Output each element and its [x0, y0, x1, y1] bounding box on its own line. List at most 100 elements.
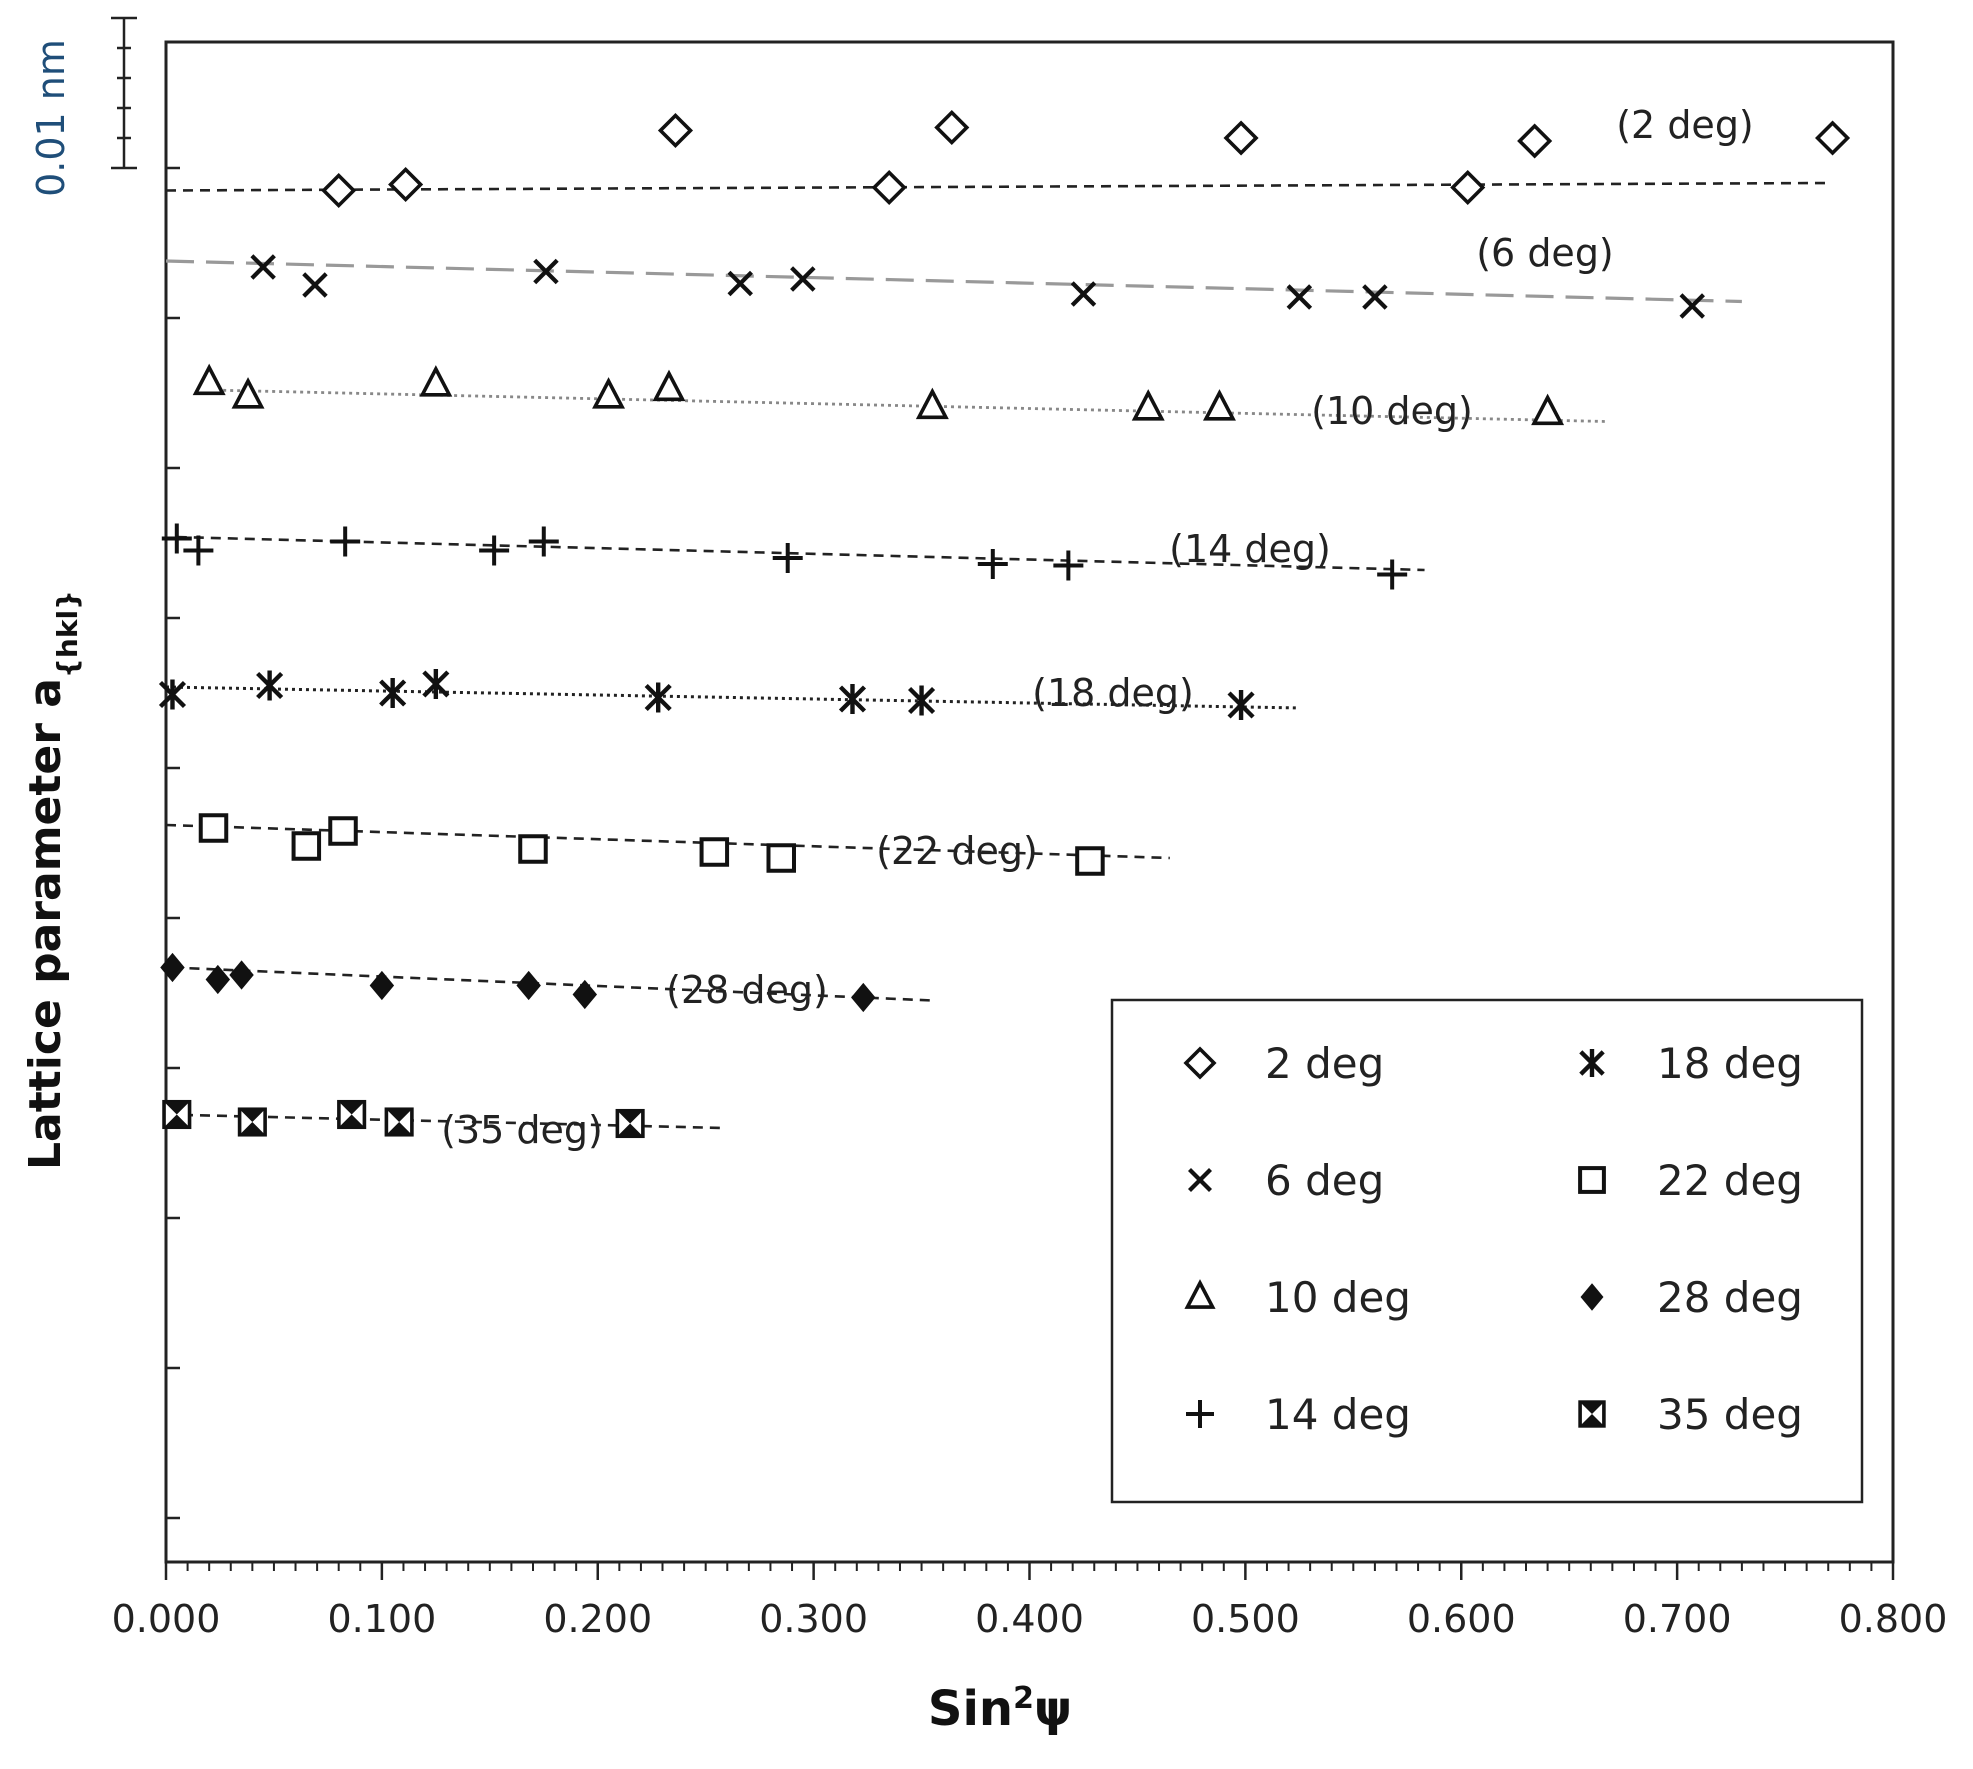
- marker-square: [328, 816, 358, 846]
- legend-label: 2 deg: [1265, 1039, 1384, 1088]
- data-point-6-deg: [727, 270, 753, 297]
- marker-diamond-filled: [572, 979, 598, 1010]
- marker-triangle: [592, 377, 626, 409]
- data-point-28-deg: [369, 970, 395, 1001]
- x-tick-label: 0.000: [112, 1597, 221, 1641]
- legend-label: 28 deg: [1657, 1273, 1803, 1322]
- data-point-18-deg: [1227, 690, 1255, 720]
- legend-marker: [1580, 1283, 1604, 1311]
- marker-diamond: [1450, 169, 1486, 206]
- marker-x-stroke: [1188, 1168, 1212, 1192]
- data-point-22-deg: [699, 837, 730, 867]
- data-point-14-deg: [183, 535, 214, 566]
- data-point-22-deg: [198, 813, 229, 843]
- marker-bowtie: [164, 1101, 190, 1115]
- x-axis-title: Sin2ψ: [928, 1681, 1072, 1738]
- x-tick-label: 0.500: [1191, 1597, 1300, 1641]
- marker-bowtie: [239, 1109, 266, 1122]
- marker-diamond-filled: [369, 970, 395, 1001]
- marker-diamond: [657, 112, 694, 149]
- marker-bowtie: [1580, 1414, 1604, 1426]
- data-point-28-deg: [572, 979, 598, 1010]
- data-point-18-deg: [908, 685, 936, 716]
- marker-x-stroke: [533, 258, 559, 285]
- marker-square: [1578, 1166, 1606, 1194]
- marker-x-stroke: [1070, 281, 1097, 307]
- data-point-6-deg: [1362, 284, 1388, 310]
- y-axis-title: Lattice parameter a{hkl}: [20, 590, 84, 1170]
- series-label: (28 deg): [666, 968, 828, 1012]
- marker-x-stroke: [250, 254, 276, 280]
- axes: 0.000 0.100 0.200 0.300 0.400 0.500 0.600 0.700…: [111, 16, 1948, 1641]
- data-point-6-deg: [533, 258, 559, 285]
- data-point-14-deg: [772, 543, 803, 573]
- marker-x-stroke: [302, 272, 328, 298]
- data-point-10-deg: [915, 387, 949, 420]
- marker-diamond: [1815, 120, 1851, 156]
- marker-bowtie: [164, 1114, 190, 1128]
- marker-diamond: [388, 166, 424, 203]
- marker-triangle: [1202, 389, 1236, 421]
- data-point-28-deg: [160, 952, 185, 983]
- x-tick-label: 0.300: [759, 1597, 868, 1641]
- legend-label: 6 deg: [1265, 1156, 1384, 1205]
- legend: 2 deg 6 deg 10 deg 14 deg 18 deg 22 deg 28 deg…: [1110, 998, 1864, 1504]
- data-point-14-deg: [528, 526, 559, 557]
- fit-line-2-deg: [165, 181, 1829, 192]
- data-point-22-deg: [328, 816, 358, 846]
- data-point-6-deg: [1286, 284, 1313, 310]
- marker-diamond: [1223, 120, 1259, 156]
- data-point-2-deg: [1815, 120, 1851, 156]
- data-point-35-deg: [384, 1107, 414, 1137]
- x-tick-label: 0.100: [327, 1597, 436, 1641]
- data-point-18-deg: [379, 678, 407, 708]
- marker-x-stroke: [1362, 284, 1388, 310]
- fit-line-14-deg: [176, 535, 1425, 572]
- data-point-28-deg: [516, 970, 541, 1001]
- marker-diamond-filled: [516, 970, 541, 1001]
- data-point-10-deg: [652, 369, 686, 402]
- marker-x-stroke: [727, 270, 753, 297]
- marker-diamond: [934, 109, 970, 146]
- series-label: (6 deg): [1476, 231, 1614, 275]
- marker-diamond-filled: [229, 960, 254, 990]
- data-points: [158, 109, 1851, 1139]
- data-point-2-deg: [657, 112, 694, 149]
- series-label: (18 deg): [1032, 671, 1194, 715]
- marker-bowtie: [386, 1122, 412, 1135]
- series-label: (10 deg): [1311, 389, 1473, 433]
- legend-marker: [1186, 1400, 1214, 1428]
- data-point-22-deg: [1075, 846, 1105, 876]
- data-point-35-deg: [162, 1099, 192, 1130]
- data-point-35-deg: [237, 1107, 267, 1137]
- data-point-2-deg: [388, 166, 424, 203]
- data-point-18-deg: [838, 684, 867, 714]
- data-point-18-deg: [158, 679, 187, 710]
- x-tick-label: 0.700: [1623, 1597, 1732, 1641]
- legend-label: 14 deg: [1265, 1390, 1411, 1439]
- marker-triangle: [1131, 389, 1165, 421]
- data-point-10-deg: [1202, 389, 1236, 421]
- data-point-22-deg: [766, 843, 796, 873]
- data-point-10-deg: [592, 377, 626, 409]
- data-point-2-deg: [1450, 169, 1486, 206]
- marker-bowtie: [239, 1122, 266, 1135]
- data-point-10-deg: [192, 363, 226, 396]
- legend-marker: [1578, 1166, 1606, 1194]
- marker-diamond: [1517, 123, 1553, 159]
- marker-x-stroke: [790, 266, 816, 292]
- marker-bowtie: [617, 1123, 643, 1137]
- marker-triangle: [192, 363, 226, 396]
- marker-bowtie: [1580, 1402, 1604, 1414]
- marker-diamond: [1183, 1046, 1217, 1080]
- legend-label: 10 deg: [1265, 1273, 1411, 1322]
- x-tick-label: 0.800: [1839, 1597, 1948, 1641]
- marker-diamond-filled: [205, 964, 231, 995]
- data-point-6-deg: [790, 266, 816, 292]
- marker-diamond: [321, 172, 357, 209]
- x-tick-label: 0.200: [543, 1597, 652, 1641]
- data-point-14-deg: [161, 523, 192, 554]
- fit-line-22-deg: [165, 823, 1170, 860]
- marker-x-stroke: [1286, 284, 1313, 310]
